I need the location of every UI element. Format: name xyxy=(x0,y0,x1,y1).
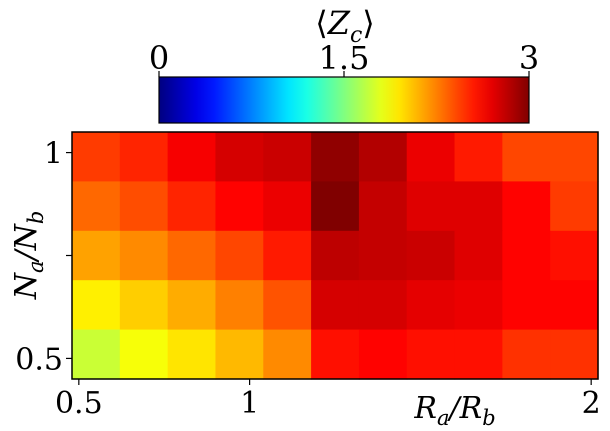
heatmap-cell xyxy=(454,230,503,281)
heatmap-cell xyxy=(72,132,121,182)
heatmap-cell xyxy=(406,132,456,182)
heatmap-cell xyxy=(311,181,360,232)
heatmap-cell xyxy=(502,329,551,380)
y-axis-label: Na/Nb xyxy=(9,211,48,301)
heatmap-cell xyxy=(358,132,408,182)
heatmap-cell xyxy=(358,280,408,331)
x-axis-label: Ra/Rb xyxy=(413,391,495,430)
heatmap-cell xyxy=(119,230,169,281)
heatmap-cell xyxy=(119,280,169,331)
heatmap-cell xyxy=(167,132,217,182)
heatmap-cell xyxy=(406,181,456,232)
heatmap-cell xyxy=(263,230,312,281)
heatmap-cell xyxy=(502,132,551,182)
heatmap-cell xyxy=(550,329,599,380)
heatmap-cell xyxy=(311,132,360,182)
heatmap-cell xyxy=(406,329,456,380)
heatmap-cell xyxy=(550,280,599,331)
heatmap-cell xyxy=(215,230,264,281)
plot-area xyxy=(72,132,599,380)
colorbar-title: ⟨Zc⟩ xyxy=(315,4,375,48)
x-tick-label: 2 xyxy=(582,386,601,421)
heatmap-cell xyxy=(502,181,551,232)
colorbar-gradient xyxy=(158,76,530,124)
heatmap-cell xyxy=(72,230,121,281)
heatmap-cell xyxy=(167,329,217,380)
heatmap-cell xyxy=(550,132,599,182)
heatmap-cell xyxy=(167,230,217,281)
colorbar: ⟨Zc⟩ 0 1.5 3 xyxy=(149,4,539,124)
heatmap-cell xyxy=(406,280,456,331)
colorbar-tick-label: 0 xyxy=(149,39,169,77)
heatmap-cell xyxy=(263,181,312,232)
heatmap-cell xyxy=(72,280,121,331)
heatmap-cell xyxy=(358,181,408,232)
heatmap-cell xyxy=(215,329,264,380)
heatmap-cell xyxy=(358,329,408,380)
heatmap-cell xyxy=(263,280,312,331)
heatmap-cell xyxy=(263,132,312,182)
y-tick-label: 0.5 xyxy=(15,342,63,377)
heatmap-cell xyxy=(311,230,360,281)
heatmap-cell xyxy=(119,181,169,232)
heatmap-cell xyxy=(215,181,264,232)
heatmap-cell xyxy=(311,329,360,380)
heatmap-cell xyxy=(550,230,599,281)
x-tick-label: 1 xyxy=(240,386,259,421)
heatmap-cell xyxy=(119,329,169,380)
heatmap-cell xyxy=(72,181,121,232)
heatmap-cell xyxy=(215,280,264,331)
heatmap-cell xyxy=(167,280,217,331)
heatmap-cell xyxy=(358,230,408,281)
heatmap-cell xyxy=(167,181,217,232)
heatmap-cell xyxy=(72,329,121,380)
heatmap-cell xyxy=(454,181,503,232)
heatmap-cell xyxy=(406,230,456,281)
y-tick-label: 1 xyxy=(44,137,63,172)
heatmap-cell xyxy=(454,280,503,331)
x-tick-label: 0.5 xyxy=(55,386,103,421)
heatmap-cell xyxy=(550,181,599,232)
heatmap-cell xyxy=(454,329,503,380)
heatmap-cell xyxy=(215,132,264,182)
axes: 0.5 1 2 1 0.5 Ra/Rb Na/Nb xyxy=(9,131,601,430)
heatmap-cell xyxy=(502,230,551,281)
heatmap-cell xyxy=(502,280,551,331)
heatmap-cell xyxy=(454,132,503,182)
colorbar-tick-label: 3 xyxy=(519,39,539,77)
heatmap-cell xyxy=(263,329,312,380)
colorbar-tick-label: 1.5 xyxy=(319,39,370,77)
heatmap-cell xyxy=(311,280,360,331)
heatmap-cell xyxy=(119,132,169,182)
